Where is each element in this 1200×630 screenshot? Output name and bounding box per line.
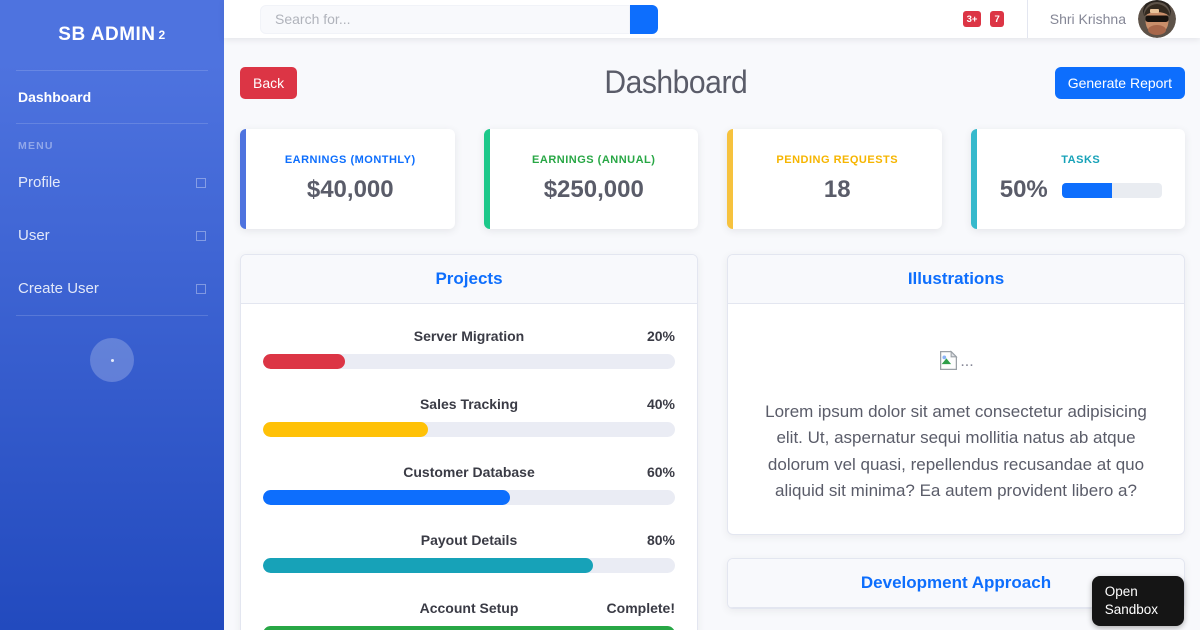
alerts-badge[interactable]: 3+ [962, 11, 982, 27]
tasks-progress-fill [1061, 182, 1112, 198]
sidebar-divider [16, 315, 208, 316]
open-sandbox-button[interactable]: Open Sandbox [1091, 576, 1184, 627]
sidebar-item-dashboard[interactable]: Dashboard [0, 71, 224, 123]
avatar-photo-icon [1138, 0, 1176, 38]
stat-cards-row: EARNINGS (MONTHLY) $40,000 EARNINGS (ANN… [240, 129, 1185, 229]
page-content: Back Dashboard Generate Report EARNINGS … [224, 38, 1200, 630]
search-button[interactable] [630, 4, 658, 34]
sidebar-item-label: Dashboard [18, 89, 92, 105]
toggle-dot-icon [110, 358, 114, 362]
project-percent: 20% [646, 328, 675, 344]
sidebar-item-label: User [18, 227, 50, 244]
progress-bar [263, 490, 675, 505]
sidebar-divider [16, 123, 208, 124]
project-percent: Complete! [606, 600, 675, 616]
progress-bar [263, 626, 675, 630]
project-label-row: Payout Details 80% [263, 532, 675, 550]
projects-card: Projects Server Migration 20% Sale [240, 254, 698, 630]
project-row-account-setup: Account Setup Complete! [263, 600, 675, 630]
chevron-placeholder-icon [196, 177, 206, 188]
progress-bar [263, 422, 675, 437]
project-label: Customer Database [403, 464, 535, 480]
project-label-row: Customer Database 60% [263, 464, 675, 482]
broken-image-row: ... [758, 350, 1154, 371]
progress-bar [263, 354, 675, 369]
illustrations-card-body: ... Lorem ipsum dolor sit amet consectet… [728, 304, 1184, 534]
card-earnings-annual[interactable]: EARNINGS (ANNUAL) $250,000 [483, 129, 698, 229]
project-label-row: Server Migration 20% [263, 328, 675, 346]
illustrations-card: Illustrations ... Lorem ipsum dolor sit [727, 254, 1185, 536]
stat-card-title: TASKS [1061, 154, 1101, 166]
card-pending-requests[interactable]: PENDING REQUESTS 18 [727, 129, 942, 229]
brand-sup: 2 [158, 28, 166, 42]
sidebar-item-user[interactable]: User [0, 209, 224, 262]
stat-card-title: EARNINGS (ANNUAL) [532, 154, 656, 166]
project-percent: 80% [646, 532, 675, 548]
stat-card-title: EARNINGS (MONTHLY) [284, 154, 416, 166]
project-label-row: Sales Tracking 40% [263, 396, 675, 414]
broken-image-icon [940, 350, 958, 371]
sidebar-item-label: Profile [18, 174, 61, 191]
progress-fill [263, 422, 428, 437]
project-percent: 40% [646, 396, 675, 412]
progress-fill [263, 558, 593, 573]
card-tasks[interactable]: TASKS 50% [970, 129, 1185, 229]
projects-card-body: Server Migration 20% Sales Tracking 40% [241, 304, 697, 630]
project-label: Server Migration [413, 328, 525, 344]
sidebar-item-label: Create User [18, 280, 99, 297]
page-title: Dashboard [604, 64, 748, 100]
chevron-placeholder-icon [196, 230, 206, 241]
project-label: Payout Details [420, 532, 518, 548]
sidebar-item-create-user[interactable]: Create User [0, 262, 224, 315]
tasks-progress-bar [1061, 182, 1162, 198]
user-avatar[interactable] [1138, 0, 1176, 38]
stat-card-title: PENDING REQUESTS [776, 154, 899, 166]
username[interactable]: Shri Krishna [1049, 11, 1126, 27]
generate-report-button[interactable]: Generate Report [1054, 66, 1185, 99]
content-columns: Projects Server Migration 20% Sale [240, 254, 1185, 630]
topbar: 3+ 7 Shri Krishna [224, 0, 1200, 38]
broken-image-alt: ... [960, 353, 974, 370]
illustrations-card-header: Illustrations [728, 255, 1184, 304]
sidebar-toggle-button[interactable] [90, 338, 134, 382]
progress-fill [263, 490, 511, 505]
brand[interactable]: SB ADMIN 2 [0, 0, 224, 70]
stat-card-value: $40,000 [306, 176, 394, 203]
progress-bar [263, 558, 675, 573]
tasks-percent-value: 50% [999, 176, 1048, 203]
right-column: Illustrations ... Lorem ipsum dolor sit [727, 254, 1185, 610]
messages-badge[interactable]: 7 [990, 11, 1004, 27]
project-row-server-migration: Server Migration 20% [263, 328, 675, 369]
search-form [260, 4, 658, 34]
progress-fill [263, 626, 675, 630]
main-area: 3+ 7 Shri Krishna Back Dashboar [224, 0, 1200, 630]
sidebar: SB ADMIN 2 Dashboard MENU Profile User Cr… [0, 0, 224, 630]
back-button[interactable]: Back [240, 66, 298, 99]
project-row-sales-tracking: Sales Tracking 40% [263, 396, 675, 437]
sidebar-item-profile[interactable]: Profile [0, 156, 224, 209]
illustrations-text: Lorem ipsum dolor sit amet consectetur a… [765, 402, 1147, 501]
project-label: Sales Tracking [419, 396, 519, 412]
project-row-payout-details: Payout Details 80% [263, 532, 675, 573]
page-heading: Back Dashboard Generate Report [240, 64, 1185, 101]
topbar-divider [1026, 0, 1028, 38]
tasks-progress-row: 50% [1000, 176, 1162, 204]
project-percent: 60% [646, 464, 675, 480]
sidebar-divider [16, 70, 208, 71]
stat-card-value: $250,000 [543, 176, 644, 203]
sidebar-menu-heading: MENU [18, 140, 54, 152]
project-row-customer-database: Customer Database 60% [263, 464, 675, 505]
stat-card-value: 18 [823, 176, 851, 203]
card-earnings-monthly[interactable]: EARNINGS (MONTHLY) $40,000 [240, 129, 455, 229]
chevron-placeholder-icon [196, 283, 206, 294]
search-input[interactable] [260, 4, 630, 34]
project-label: Account Setup [419, 600, 519, 616]
brand-text: SB ADMIN [58, 24, 156, 45]
projects-card-header: Projects [241, 255, 697, 304]
project-label-row: Account Setup Complete! [263, 600, 675, 618]
progress-fill [263, 354, 346, 369]
